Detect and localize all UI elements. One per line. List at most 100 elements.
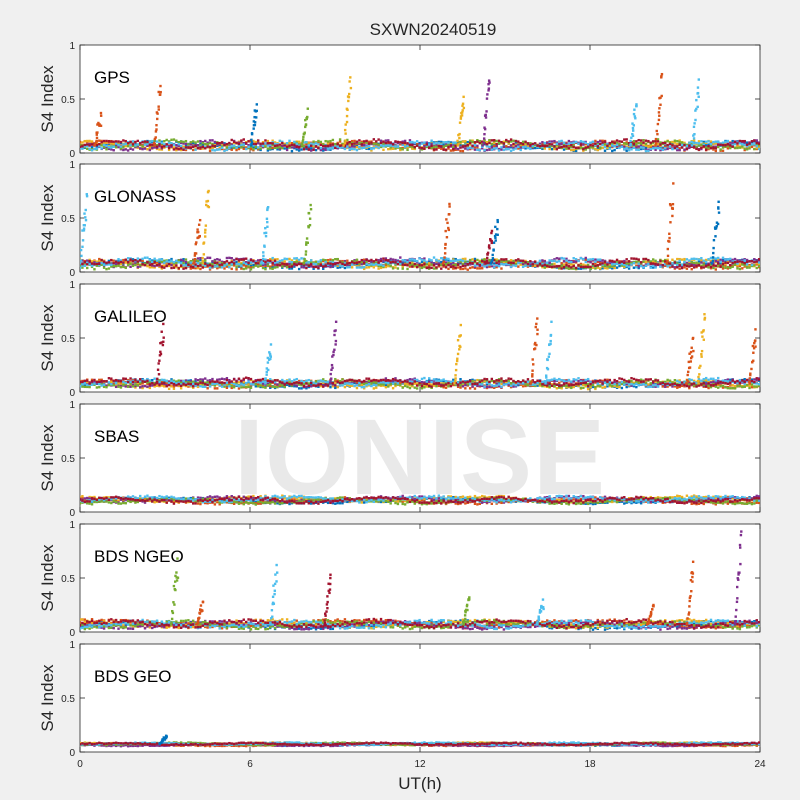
data-point bbox=[247, 261, 250, 265]
spike-point bbox=[458, 132, 461, 136]
data-point bbox=[295, 142, 298, 145]
data-point bbox=[464, 144, 467, 148]
data-point bbox=[146, 261, 149, 264]
data-point bbox=[148, 143, 152, 146]
data-point bbox=[502, 259, 506, 262]
data-point bbox=[329, 147, 332, 150]
data-point bbox=[80, 266, 82, 269]
data-point bbox=[319, 263, 323, 267]
data-point bbox=[521, 385, 525, 388]
data-point bbox=[266, 139, 270, 143]
data-point bbox=[175, 147, 178, 150]
data-point bbox=[435, 258, 438, 262]
data-point bbox=[611, 149, 614, 153]
data-point bbox=[562, 260, 566, 263]
data-point bbox=[312, 148, 315, 151]
data-point bbox=[639, 142, 643, 145]
data-point bbox=[391, 143, 395, 146]
data-point bbox=[167, 387, 171, 391]
data-point bbox=[476, 146, 479, 149]
data-point bbox=[110, 140, 113, 143]
data-point bbox=[449, 141, 453, 144]
data-point bbox=[341, 259, 344, 263]
data-point bbox=[651, 262, 655, 265]
data-point bbox=[471, 140, 474, 144]
data-point bbox=[242, 138, 245, 141]
data-point bbox=[293, 143, 296, 147]
data-point bbox=[240, 263, 243, 266]
data-point bbox=[187, 263, 190, 267]
data-point bbox=[642, 141, 645, 144]
data-point bbox=[326, 142, 330, 146]
data-point bbox=[512, 142, 515, 146]
data-point bbox=[189, 260, 192, 263]
data-point bbox=[293, 260, 296, 264]
data-point bbox=[488, 138, 491, 142]
data-point bbox=[252, 266, 255, 269]
data-point bbox=[437, 265, 441, 268]
spike-point bbox=[496, 220, 499, 224]
data-point bbox=[141, 146, 144, 150]
data-point bbox=[117, 382, 120, 386]
data-point bbox=[690, 145, 693, 148]
data-point bbox=[741, 145, 744, 148]
data-point bbox=[290, 146, 294, 149]
data-point bbox=[736, 259, 739, 262]
data-point bbox=[664, 263, 667, 266]
data-point bbox=[232, 258, 236, 262]
data-point bbox=[476, 267, 479, 270]
data-point bbox=[485, 148, 489, 152]
data-point bbox=[288, 141, 291, 145]
data-point bbox=[396, 267, 400, 270]
data-point bbox=[546, 264, 549, 268]
spike-point bbox=[710, 262, 714, 265]
data-point bbox=[603, 260, 607, 263]
data-point bbox=[755, 145, 758, 148]
data-point bbox=[353, 142, 356, 145]
spike-point bbox=[307, 212, 311, 215]
data-point bbox=[83, 139, 87, 143]
data-point bbox=[615, 266, 619, 269]
spike-point bbox=[458, 136, 461, 140]
data-point bbox=[577, 264, 580, 267]
data-point bbox=[676, 263, 679, 267]
data-point bbox=[613, 262, 616, 266]
data-point bbox=[428, 144, 431, 148]
data-point bbox=[271, 267, 274, 270]
data-point bbox=[201, 147, 205, 150]
spike-point bbox=[263, 244, 266, 247]
data-point bbox=[668, 264, 672, 267]
data-point bbox=[615, 382, 619, 386]
data-point bbox=[346, 266, 349, 269]
data-point bbox=[153, 266, 156, 269]
data-point bbox=[102, 143, 106, 147]
data-point bbox=[413, 262, 416, 266]
data-point bbox=[86, 143, 89, 146]
data-point bbox=[257, 260, 260, 263]
data-point bbox=[155, 140, 159, 143]
data-point bbox=[86, 263, 89, 266]
spike-point bbox=[444, 229, 447, 233]
data-point bbox=[635, 140, 638, 143]
data-point bbox=[403, 263, 407, 266]
data-point bbox=[736, 264, 739, 267]
data-point bbox=[293, 257, 296, 260]
data-point bbox=[562, 145, 566, 148]
data-point bbox=[160, 145, 164, 149]
data-point bbox=[680, 143, 684, 147]
data-point bbox=[709, 147, 713, 150]
data-point bbox=[625, 149, 628, 152]
data-point bbox=[148, 145, 152, 148]
spike-point bbox=[304, 118, 307, 122]
spike-point bbox=[305, 115, 309, 119]
spike-point bbox=[204, 224, 208, 227]
data-point bbox=[317, 143, 320, 146]
data-point bbox=[642, 139, 645, 142]
data-point bbox=[324, 146, 327, 149]
data-point bbox=[589, 267, 592, 271]
data-point bbox=[220, 145, 224, 148]
spike-peak-point bbox=[462, 95, 465, 99]
data-point bbox=[237, 262, 241, 266]
data-point bbox=[341, 262, 344, 266]
data-point bbox=[170, 138, 173, 142]
